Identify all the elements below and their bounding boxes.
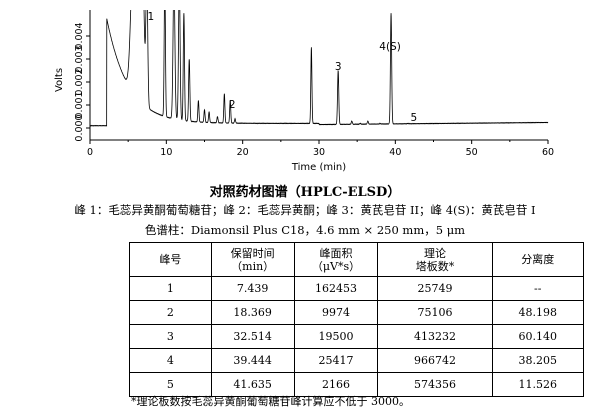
cell-resolution: 60.140 [491,324,585,349]
peak-label: 4(S) [379,41,401,53]
y-tick-label: 0.003 [74,45,85,72]
header-unit: （min） [231,259,275,273]
chart-trace [90,10,549,127]
header-line: 保留时间 [230,246,275,260]
cell-retention-time: 18.369 [210,300,295,325]
cell-retention-time: 7.439 [210,276,295,301]
cell-resolution: 48.198 [491,300,585,325]
x-tick-label: 20 [237,147,249,158]
x-tick-label: 30 [313,147,325,158]
cell-resolution: 38.205 [491,348,585,373]
y-axis-label: Volts [54,68,65,92]
cell-peak-area: 9974 [293,300,379,325]
cell-peak-number: 3 [129,324,212,349]
cell-peak-area: 162453 [293,276,379,301]
header-line: 理论 [424,246,446,260]
header-unit: （μV*s） [311,259,361,273]
peak-label: 5 [411,112,418,124]
peak-label: 3 [335,61,342,73]
header-line: 分离度 [521,253,555,266]
header-resolution: 分离度 [491,242,585,277]
x-axis-label: Time (min) [291,162,346,173]
peak-identification-note: 峰 1：毛蕊异黄酮葡萄糖苷；峰 2：毛蕊异黄酮；峰 3：黄芪皂苷 II；峰 4(… [74,203,536,217]
cell-peak-area: 19500 [293,324,379,349]
table-row: 5 41.635 2166 574356 11.526 [129,372,585,397]
column-info: 色谱柱：Diamonsil Plus C18，4.6 mm × 250 mm，5… [144,223,466,237]
x-tick-label: 60 [542,147,554,158]
chart-title: 对照药材图谱（HPLC-ELSD） [209,185,401,200]
chromatogram-trace [90,10,549,127]
cell-peak-number: 5 [129,372,212,397]
x-tick-label: 0 [87,147,93,158]
y-tick-label: 0.002 [74,68,85,95]
cell-retention-time: 39.444 [210,348,295,373]
header-peak-number: 峰号 [129,242,212,277]
cell-theoretical-plates: 75106 [377,300,493,325]
header-theoretical-plates: 理论 塔板数* [377,242,493,277]
header-line: 塔板数* [415,259,455,273]
cell-theoretical-plates: 966742 [377,348,493,373]
y-tick-label: 0.001 [74,91,85,118]
peak-labels: 1 2 3 4(S) 5 [147,11,417,124]
cell-peak-number: 4 [129,348,212,373]
table-row: 1 7.439 162453 25749 -- [129,276,585,301]
cell-retention-time: 41.635 [210,372,295,397]
table-footnote: *理论板数按毛蕊异黄酮葡萄糖苷峰计算应不低于 3000。 [131,395,410,408]
cell-peak-area: 2166 [293,372,379,397]
table-header-row: 峰号 保留时间 （min） 峰面积 （μV*s） 理论 塔板数* 分离度 [129,242,585,277]
header-line: 峰号 [159,253,182,266]
header-line: 峰面积 [319,246,353,260]
cell-retention-time: 32.514 [210,324,295,349]
y-tick-label: 0.000 [74,114,85,141]
cell-resolution: 11.526 [491,372,585,397]
system-suitability-table: 峰号 保留时间 （min） 峰面积 （μV*s） 理论 塔板数* 分离度 1 7… [129,242,585,397]
cell-peak-area: 25417 [293,348,379,373]
header-peak-area: 峰面积 （μV*s） [293,242,379,277]
table-row: 2 18.369 9974 75106 48.198 [129,300,585,325]
x-tick-label: 10 [160,147,172,158]
y-tick-label: 0.004 [74,22,85,49]
peak-label: 1 [147,11,154,23]
table-row: 3 32.514 19500 413232 60.140 [129,324,585,349]
cell-theoretical-plates: 574356 [377,372,493,397]
cell-peak-number: 2 [129,300,212,325]
table-row: 4 39.444 25417 966742 38.205 [129,348,585,373]
cell-resolution: -- [491,276,585,301]
x-tick-label: 40 [389,147,401,158]
x-tick-label: 50 [466,147,478,158]
peak-label: 2 [229,99,236,111]
cell-theoretical-plates: 413232 [377,324,493,349]
cell-theoretical-plates: 25749 [377,276,493,301]
header-retention-time: 保留时间 （min） [210,242,295,277]
cell-peak-number: 1 [129,276,212,301]
